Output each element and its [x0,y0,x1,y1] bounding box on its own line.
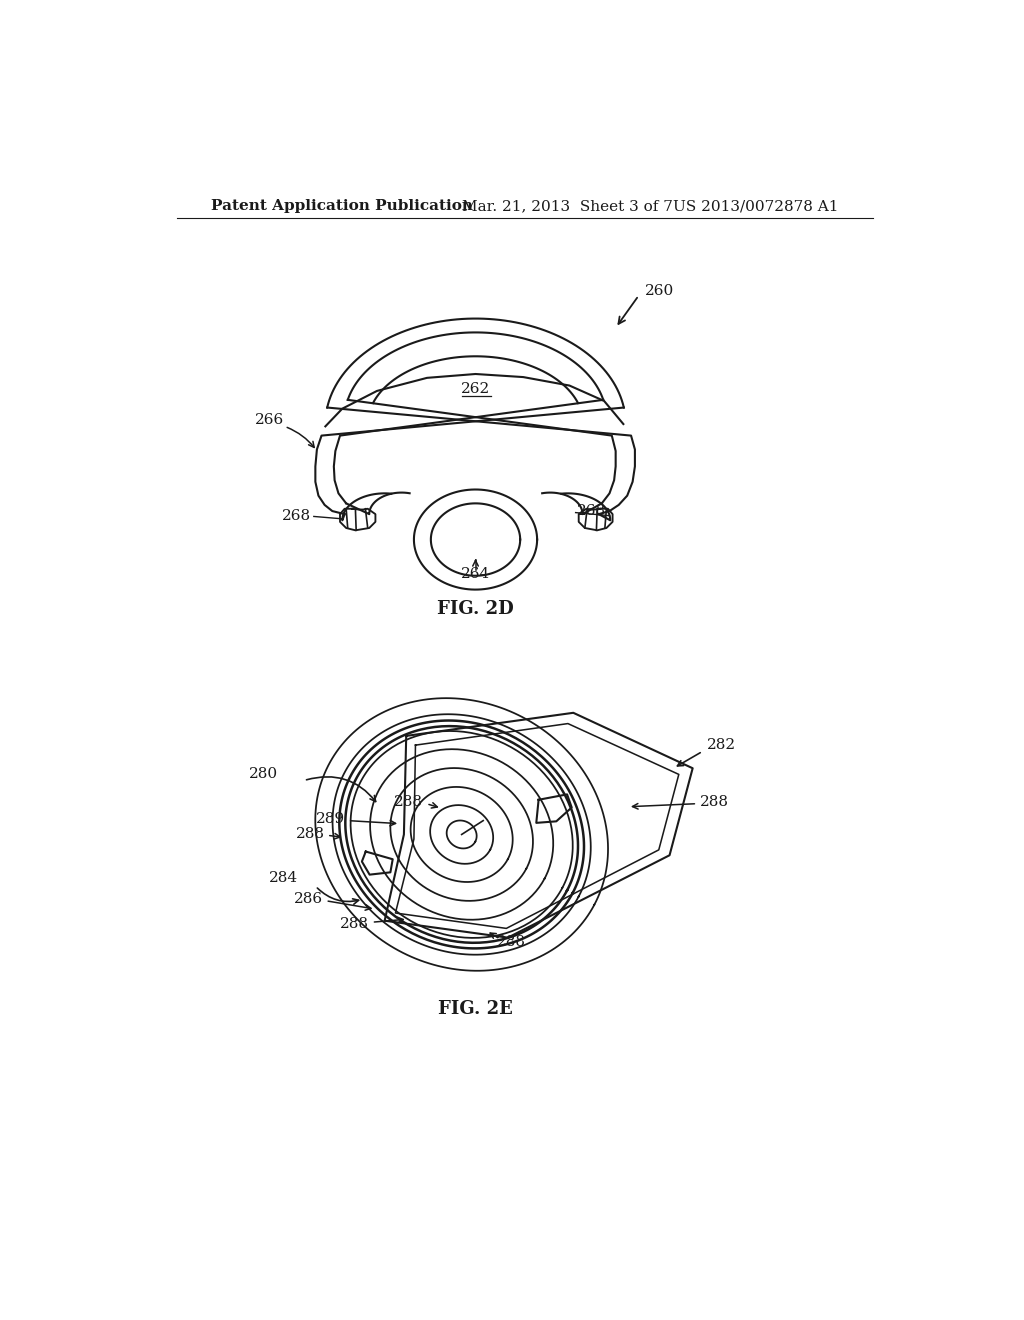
Text: 284: 284 [269,871,298,886]
Text: 288: 288 [296,828,325,841]
Text: 280: 280 [249,767,279,781]
Text: Mar. 21, 2013  Sheet 3 of 7: Mar. 21, 2013 Sheet 3 of 7 [462,199,673,213]
Text: 264: 264 [461,568,490,581]
Text: 288: 288 [700,795,729,809]
Text: 288: 288 [394,795,423,809]
Text: US 2013/0072878 A1: US 2013/0072878 A1 [674,199,839,213]
Text: 268: 268 [283,510,311,524]
Text: 266: 266 [255,413,285,428]
Text: FIG. 2E: FIG. 2E [438,1001,513,1018]
Text: Patent Application Publication: Patent Application Publication [211,199,473,213]
Text: 288: 288 [498,936,526,949]
Text: FIG. 2D: FIG. 2D [437,599,514,618]
Text: 268: 268 [578,504,606,517]
Text: 289: 289 [315,812,345,826]
Text: 288: 288 [340,917,370,931]
Text: 282: 282 [707,738,735,752]
Text: 286: 286 [294,892,323,906]
Text: 262: 262 [461,383,490,396]
Text: 260: 260 [645,284,674,298]
